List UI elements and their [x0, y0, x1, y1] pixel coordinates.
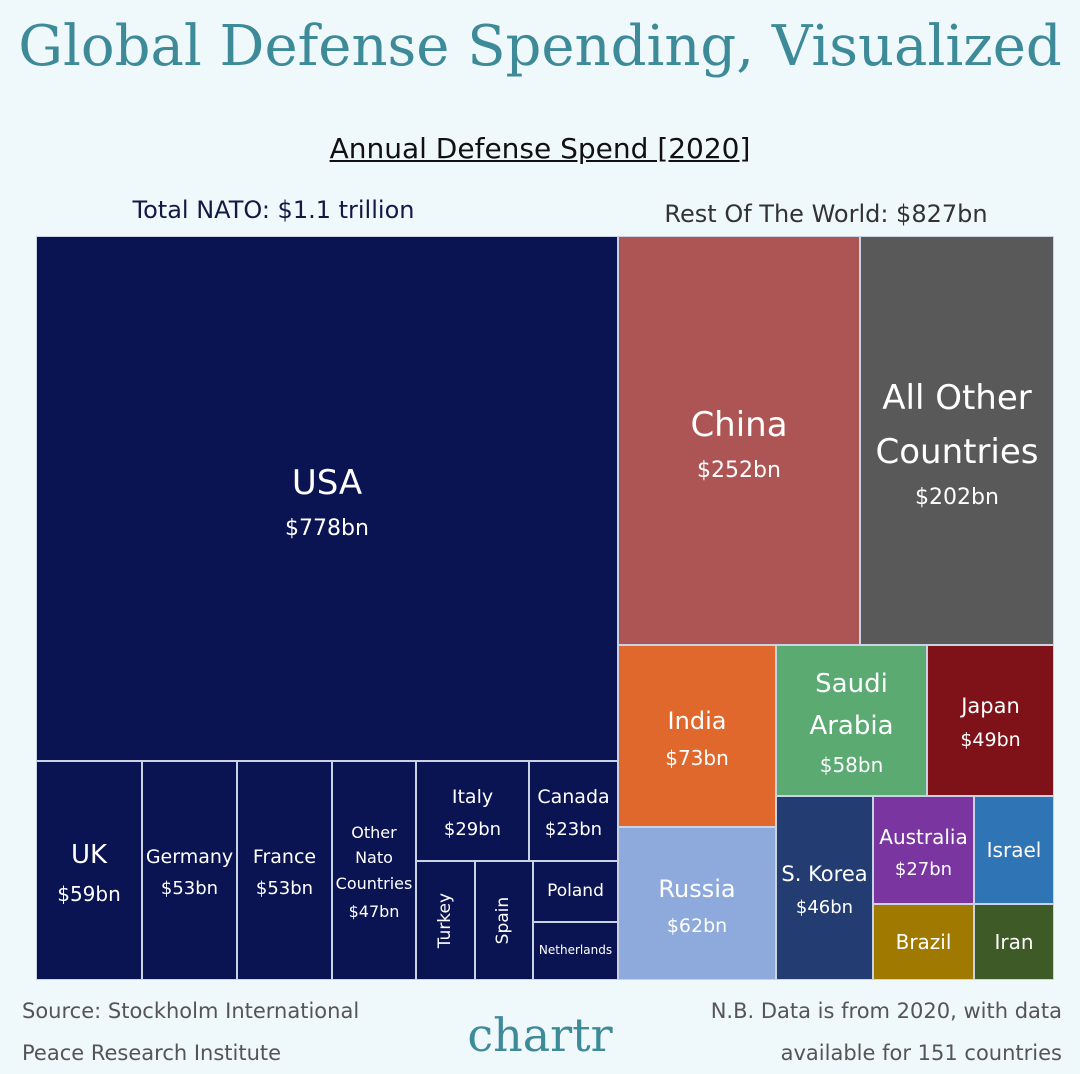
tile-label: Saudi Arabia — [809, 668, 894, 741]
tile-label: USA — [291, 462, 363, 503]
tile-value-label: $778bn — [285, 516, 369, 542]
tile-label: Netherlands — [538, 943, 613, 958]
tile-label: Poland — [547, 880, 604, 901]
tile-label: Russia — [658, 875, 736, 904]
tile-label: Australia — [879, 824, 968, 849]
treemap-tile: Iran — [974, 904, 1054, 980]
treemap-tile: France $53bn — [237, 761, 332, 980]
tile-label: UK — [70, 839, 108, 870]
treemap-tile: USA $778bn — [36, 236, 618, 761]
tile-value-label: $252bn — [697, 458, 781, 484]
source-note: Source: Stockholm International Peace Re… — [22, 999, 360, 1065]
tile-value-label: $23bn — [544, 818, 603, 840]
tile-value-label: $202bn — [915, 485, 999, 511]
treemap-tile: Australia $27bn — [873, 796, 974, 904]
tile-value-label: $59bn — [57, 882, 121, 907]
treemap-tile: S. Korea $46bn — [776, 796, 873, 980]
treemap-tile: Saudi Arabia $58bn — [776, 645, 927, 796]
tile-value-label: $73bn — [665, 746, 729, 771]
tile-label: France — [252, 845, 317, 868]
tile-label: Germany — [145, 845, 234, 868]
tile-label: Japan — [961, 693, 1020, 718]
tile-value-label: $53bn — [255, 878, 314, 900]
tile-label: Turkey — [434, 892, 455, 949]
treemap-tile: Turkey — [416, 861, 475, 980]
tile-label: All Other Countries — [875, 377, 1039, 472]
treemap-tile: Italy $29bn — [416, 761, 529, 861]
tile-value-label: $53bn — [160, 878, 219, 900]
treemap-tile: Other Nato Countries $47bn — [332, 761, 416, 980]
annotation: Total NATO: $1.1 trillion — [132, 196, 415, 224]
tile-value-label: $58bn — [819, 753, 884, 778]
treemap-tile: Israel — [974, 796, 1054, 904]
treemap-tile: Canada $23bn — [529, 761, 618, 861]
treemap-tile: Japan $49bn — [927, 645, 1054, 796]
tile-value-label: $49bn — [960, 729, 1021, 752]
tile-label: Spain — [493, 896, 514, 945]
treemap-tile: Brazil — [873, 904, 974, 980]
tile-label: China — [690, 404, 788, 445]
treemap-tile: UK $59bn — [36, 761, 142, 980]
tile-label: S. Korea — [781, 861, 868, 886]
tile-value-label: $29bn — [443, 818, 502, 840]
tile-value-label: $27bn — [894, 858, 953, 880]
treemap-tile: China $252bn — [618, 236, 860, 645]
treemap-tile: All Other Countries $202bn — [860, 236, 1054, 645]
treemap-tile: India $73bn — [618, 645, 776, 827]
chart-subtitle: Annual Defense Spend [2020] — [329, 132, 751, 165]
tile-label: Canada — [537, 786, 610, 809]
footnote: N.B. Data is from 2020, with data availa… — [710, 999, 1062, 1065]
treemap-tile: Netherlands — [533, 922, 618, 980]
tile-value-label: $46bn — [795, 897, 854, 919]
treemap-tile: Russia $62bn — [618, 827, 776, 980]
tile-label: Israel — [986, 838, 1042, 862]
annotation: Rest Of The World: $827bn — [664, 200, 988, 228]
tile-label: Other Nato Countries — [335, 822, 413, 893]
tile-value-label: $62bn — [666, 914, 728, 937]
chart-title: Global Defense Spending, Visualized — [18, 14, 1062, 79]
tile-label: India — [667, 706, 727, 735]
treemap-tile: Germany $53bn — [142, 761, 237, 980]
treemap-tile: Poland — [533, 861, 618, 922]
brand-logo: chartr — [467, 1008, 613, 1062]
tile-value-label: $47bn — [348, 902, 400, 922]
treemap-tile: Spain — [475, 861, 533, 980]
tile-label: Brazil — [895, 930, 952, 954]
tile-label: Iran — [994, 930, 1034, 954]
tile-label: Italy — [451, 786, 494, 809]
